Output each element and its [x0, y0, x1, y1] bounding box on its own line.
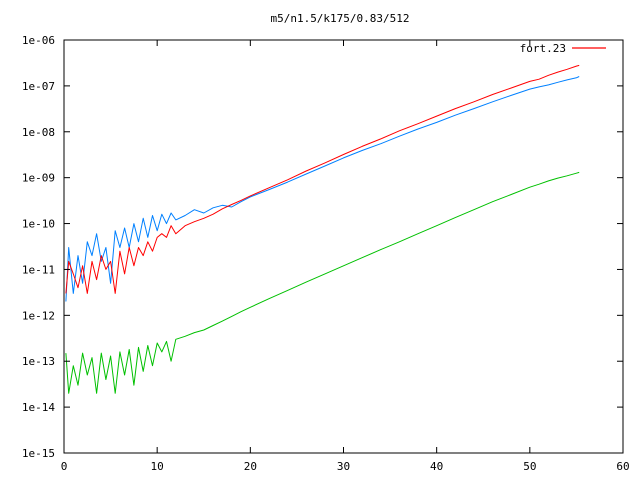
- y-tick-label: 1e-13: [22, 355, 55, 368]
- x-tick-label: 10: [151, 460, 164, 473]
- x-tick-label: 0: [61, 460, 68, 473]
- x-tick-label: 20: [244, 460, 257, 473]
- y-tick-label: 1e-12: [22, 309, 55, 322]
- x-tick-label: 30: [337, 460, 350, 473]
- x-tick-label: 40: [430, 460, 443, 473]
- y-tick-label: 1e-07: [22, 80, 55, 93]
- y-tick-label: 1e-15: [22, 447, 55, 460]
- y-tick-label: 1e-08: [22, 126, 55, 139]
- x-tick-label: 50: [523, 460, 536, 473]
- axis-layer: 0 10 20 30 40 50 60 1e-15 1e-14 1e-13 1e-12 1e-11 1e…: [22, 34, 630, 473]
- legend: fort.23: [520, 42, 606, 55]
- chart-title: m5/n1.5/k175/0.83/512: [270, 12, 409, 25]
- y-tick-label: 1e-09: [22, 172, 55, 185]
- y-tick-label: 1e-06: [22, 34, 55, 47]
- x-tick-label: 60: [616, 460, 629, 473]
- legend-label: fort.23: [520, 42, 566, 55]
- series-line-0: [65, 64, 580, 294]
- series-line-1: [65, 76, 580, 302]
- y-tick-label: 1e-10: [22, 218, 55, 231]
- series-line-2: [65, 171, 580, 394]
- y-tick-label: 1e-14: [22, 401, 55, 414]
- y-tick-label: 1e-11: [22, 263, 55, 276]
- series-layer: [65, 64, 580, 394]
